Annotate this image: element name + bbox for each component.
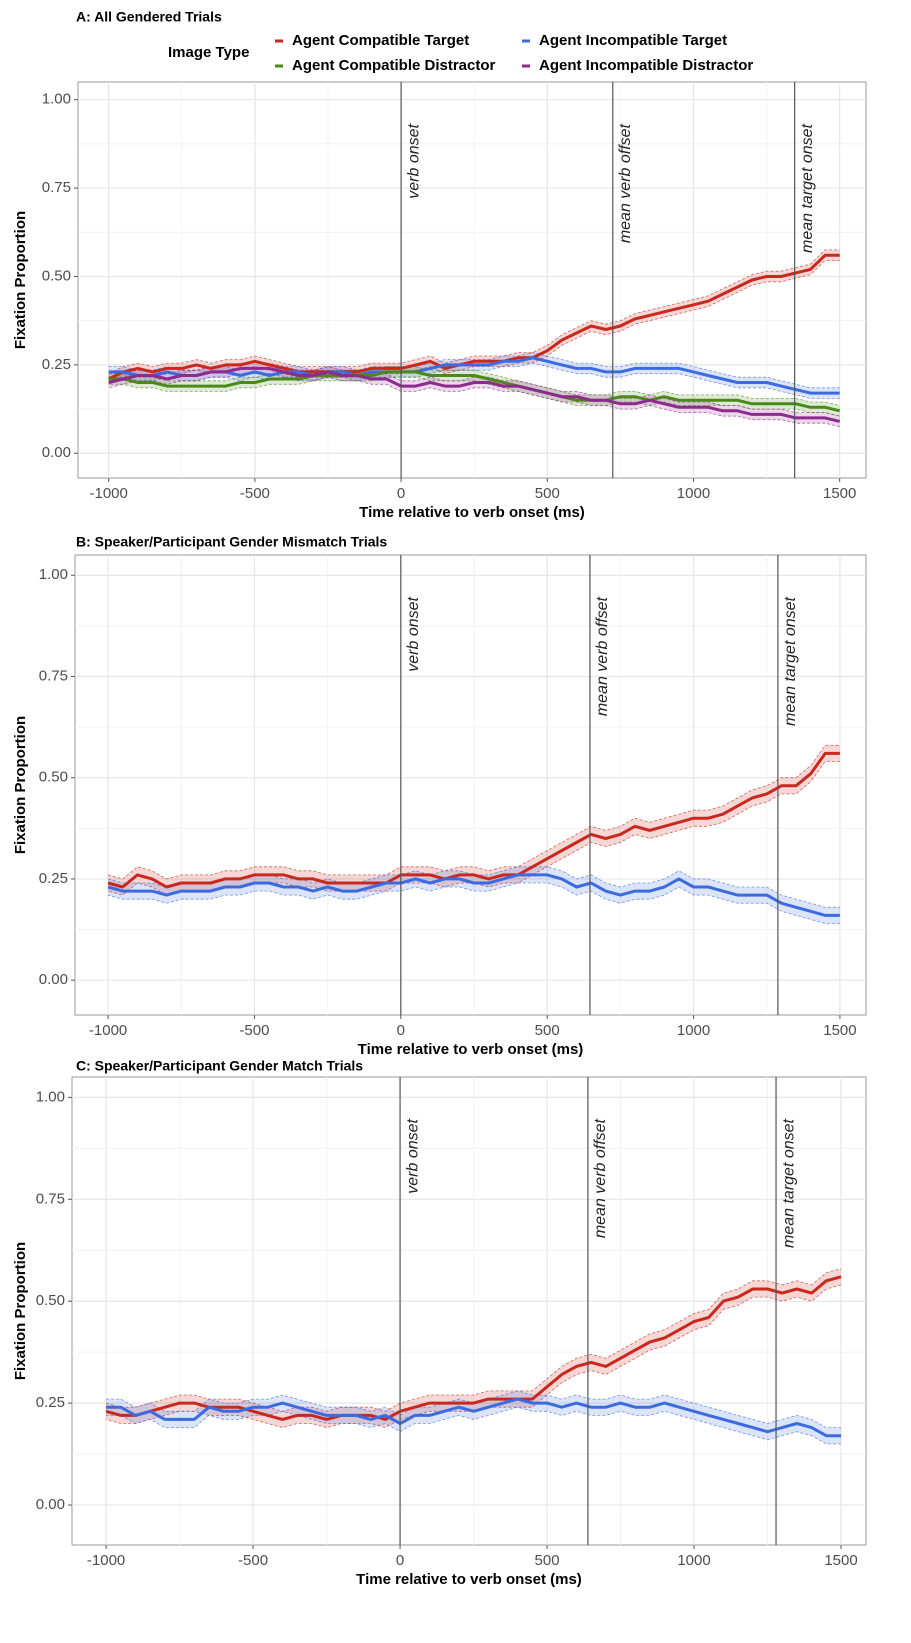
legend-label: Agent Incompatible Target [539, 32, 727, 49]
x-tick-label: 0 [397, 485, 405, 502]
x-tick-label: -1000 [87, 1552, 125, 1569]
plot-background [71, 1076, 867, 1546]
x-tick-label: -500 [240, 485, 270, 502]
x-tick-label: 1500 [823, 1022, 856, 1039]
ribbon-edge [108, 366, 840, 406]
plot [107, 744, 840, 924]
plot [108, 249, 841, 428]
series-line [107, 751, 840, 889]
x-tick-label: 1500 [824, 1552, 857, 1569]
x-tick-label: 500 [535, 1022, 560, 1039]
panel-title: A: All Gendered Trials [76, 9, 222, 25]
x-tick-label: 1000 [677, 485, 710, 502]
y-tick-label: 1.00 [36, 1088, 65, 1105]
reference-label: mean target onset [780, 1118, 797, 1248]
reference-label: verb onset [404, 1118, 421, 1193]
y-tick-label: 0.25 [36, 1394, 65, 1411]
x-axis-title: Time relative to verb onset (ms) [358, 1041, 584, 1058]
y-tick-label: 1.00 [42, 91, 71, 108]
series-line [108, 356, 840, 395]
series-line [108, 366, 841, 423]
x-tick-label: 1500 [823, 485, 856, 502]
ribbon-edge [108, 249, 840, 375]
ribbon-edge [108, 362, 840, 417]
y-tick-label: 0.75 [36, 1190, 65, 1207]
y-axis-title: Fixation Proportion [12, 211, 29, 349]
legend-label: Agent Compatible Distractor [292, 57, 496, 74]
ribbon [108, 249, 840, 385]
reference-label: mean verb offset [592, 1118, 609, 1238]
x-axis-title: Time relative to verb onset (ms) [356, 1571, 582, 1588]
x-tick-label: 1000 [677, 1552, 710, 1569]
ribbon-edge [108, 362, 840, 399]
reference-label: verb onset [405, 123, 422, 198]
x-tick-label: 0 [397, 1022, 405, 1039]
y-tick-label: 0.50 [39, 769, 68, 786]
ribbon-edge [108, 260, 840, 385]
x-tick-label: -1000 [89, 1022, 127, 1039]
x-tick-label: 500 [535, 1552, 560, 1569]
panel-title: B: Speaker/Participant Gender Mismatch T… [76, 534, 387, 550]
y-tick-label: 0.25 [39, 870, 68, 887]
y-axis-title: Fixation Proportion [12, 1242, 29, 1380]
y-axis-title: Fixation Proportion [12, 716, 29, 854]
reference-label: verb onset [405, 596, 422, 671]
y-tick-label: 0.00 [42, 444, 71, 461]
x-tick-label: 500 [535, 485, 560, 502]
x-tick-label: 1000 [677, 1022, 710, 1039]
reference-label: mean verb offset [594, 596, 611, 716]
ribbon-edge [107, 744, 840, 880]
x-tick-label: 0 [396, 1552, 404, 1569]
series-line [106, 1397, 841, 1438]
y-tick-label: 0.00 [36, 1496, 65, 1513]
ribbon-edge [105, 1284, 842, 1429]
plot [105, 1268, 842, 1445]
ribbon [108, 866, 840, 924]
y-tick-label: 0.25 [42, 356, 71, 373]
legend-label: Agent Compatible Target [292, 32, 469, 49]
x-axis-title: Time relative to verb onset (ms) [359, 504, 585, 521]
ribbon [108, 352, 840, 399]
series-line [105, 1275, 842, 1421]
x-tick-label: -1000 [90, 485, 128, 502]
y-tick-label: 0.75 [42, 179, 71, 196]
y-tick-label: 1.00 [39, 566, 68, 583]
ribbon-edge [108, 352, 840, 389]
y-tick-label: 0.75 [39, 667, 68, 684]
series-line [108, 370, 841, 413]
ribbon [106, 1268, 842, 1428]
legend-title: Image Type [168, 44, 249, 61]
ribbon-edge [108, 373, 840, 428]
panel-title: C: Speaker/Participant Gender Match Tria… [76, 1058, 363, 1074]
plot-background [74, 554, 867, 1016]
series-line [107, 873, 840, 917]
legend-label: Agent Incompatible Distractor [539, 57, 753, 74]
ribbon-edge [105, 1268, 842, 1412]
y-tick-label: 0.50 [36, 1292, 65, 1309]
ribbon [108, 745, 840, 896]
ribbon-edge [107, 882, 840, 924]
ribbon-edge [108, 376, 840, 417]
reference-label: mean target onset [782, 596, 799, 726]
x-tick-label: -500 [238, 1552, 268, 1569]
reference-label: mean verb offset [617, 123, 634, 243]
series-line [108, 253, 840, 381]
y-tick-label: 0.50 [42, 267, 71, 284]
x-tick-label: -500 [239, 1022, 269, 1039]
reference-label: mean target onset [799, 123, 816, 253]
y-tick-label: 0.00 [39, 971, 68, 988]
ribbon-edge [106, 1406, 841, 1445]
ribbon-edge [107, 866, 840, 908]
